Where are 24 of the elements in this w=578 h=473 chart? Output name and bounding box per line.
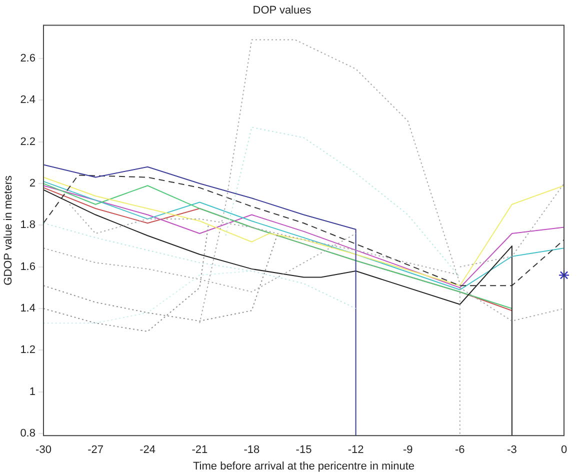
y-tick-label: 2 — [29, 178, 36, 190]
y-tick-label: 0.8 — [20, 428, 36, 440]
y-axis-title: GDOP value in meters — [2, 174, 15, 286]
y-tick-label: 2.6 — [20, 52, 36, 65]
x-tick-label: -18 — [244, 444, 260, 456]
y-tick-label: 1.6 — [20, 260, 36, 273]
y-tick-label: 1.4 — [20, 302, 36, 315]
x-tick-label: -3 — [507, 444, 517, 456]
x-axis-title: Time before arrival at the pericentre in minute — [192, 460, 415, 472]
x-tick-label: -12 — [348, 444, 364, 456]
x-tick-label: 0 — [560, 444, 568, 456]
x-tick-label: -6 — [455, 444, 465, 456]
x-tick-label: -24 — [140, 444, 156, 456]
x-tick-label: -21 — [192, 444, 208, 456]
x-tick-label: -27 — [88, 444, 104, 456]
y-tick-label: 2.2 — [20, 136, 36, 148]
x-tick-label: -15 — [296, 444, 312, 456]
x-tick-label: -30 — [36, 444, 52, 456]
y-tick-label: 1.2 — [20, 344, 36, 356]
y-tick-label: 1.8 — [20, 219, 36, 232]
y-tick-label: 2.4 — [20, 94, 36, 106]
y-tick-label: 1 — [29, 386, 36, 398]
chart-title: DOP values — [252, 4, 312, 17]
x-tick-label: -9 — [402, 444, 413, 456]
